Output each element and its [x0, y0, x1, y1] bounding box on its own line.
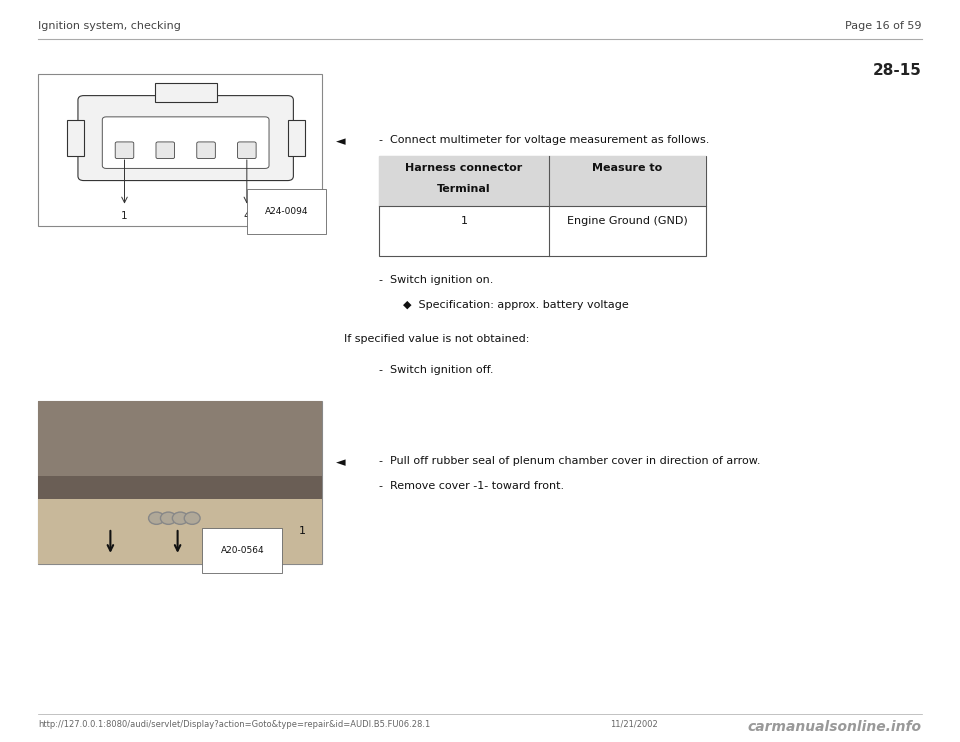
- Bar: [155, 83, 217, 102]
- Text: ◄: ◄: [336, 456, 346, 470]
- Bar: [38, 401, 322, 479]
- Text: Measure to: Measure to: [592, 163, 662, 173]
- Text: Page 16 of 59: Page 16 of 59: [845, 21, 922, 30]
- Bar: [288, 119, 304, 157]
- Text: 1: 1: [461, 216, 468, 226]
- FancyBboxPatch shape: [103, 116, 269, 168]
- FancyBboxPatch shape: [156, 142, 175, 159]
- Text: -  Switch ignition on.: - Switch ignition on.: [379, 275, 493, 284]
- FancyBboxPatch shape: [237, 142, 256, 159]
- Text: -  Pull off rubber seal of plenum chamber cover in direction of arrow.: - Pull off rubber seal of plenum chamber…: [379, 456, 760, 466]
- Text: ◆  Specification: approx. battery voltage: ◆ Specification: approx. battery voltage: [403, 300, 629, 309]
- Text: 28-15: 28-15: [873, 63, 922, 78]
- Text: A24-0094: A24-0094: [265, 207, 308, 216]
- Bar: [38, 476, 322, 499]
- Circle shape: [160, 512, 177, 525]
- Text: 4: 4: [244, 211, 251, 221]
- Bar: [67, 119, 84, 157]
- Text: Harness connector: Harness connector: [405, 163, 522, 173]
- FancyBboxPatch shape: [78, 96, 294, 180]
- Text: http://127.0.0.1:8080/audi/servlet/Display?action=Goto&type=repair&id=AUDI.B5.FU: http://127.0.0.1:8080/audi/servlet/Displ…: [38, 720, 431, 729]
- Text: Terminal: Terminal: [437, 184, 491, 194]
- Text: Ignition system, checking: Ignition system, checking: [38, 21, 181, 30]
- Bar: [38, 499, 322, 564]
- Text: -  Connect multimeter for voltage measurement as follows.: - Connect multimeter for voltage measure…: [379, 135, 709, 145]
- Bar: [38, 401, 322, 564]
- Circle shape: [173, 512, 188, 525]
- Bar: [379, 156, 706, 206]
- Text: ◄: ◄: [336, 135, 346, 148]
- Text: 1: 1: [121, 211, 128, 221]
- Bar: [38, 401, 322, 564]
- FancyBboxPatch shape: [197, 142, 215, 159]
- Circle shape: [184, 512, 200, 525]
- Bar: [38, 74, 322, 226]
- FancyBboxPatch shape: [115, 142, 133, 159]
- Text: -  Remove cover -1- toward front.: - Remove cover -1- toward front.: [379, 481, 564, 490]
- Text: carmanualsonline.info: carmanualsonline.info: [748, 720, 922, 734]
- Text: 1: 1: [299, 526, 306, 536]
- Bar: [379, 156, 706, 256]
- Text: If specified value is not obtained:: If specified value is not obtained:: [344, 334, 529, 344]
- Text: Engine Ground (GND): Engine Ground (GND): [567, 216, 687, 226]
- Text: 11/21/2002: 11/21/2002: [610, 720, 658, 729]
- Circle shape: [149, 512, 164, 525]
- Text: A20-0564: A20-0564: [221, 546, 264, 555]
- Text: -  Switch ignition off.: - Switch ignition off.: [379, 365, 493, 375]
